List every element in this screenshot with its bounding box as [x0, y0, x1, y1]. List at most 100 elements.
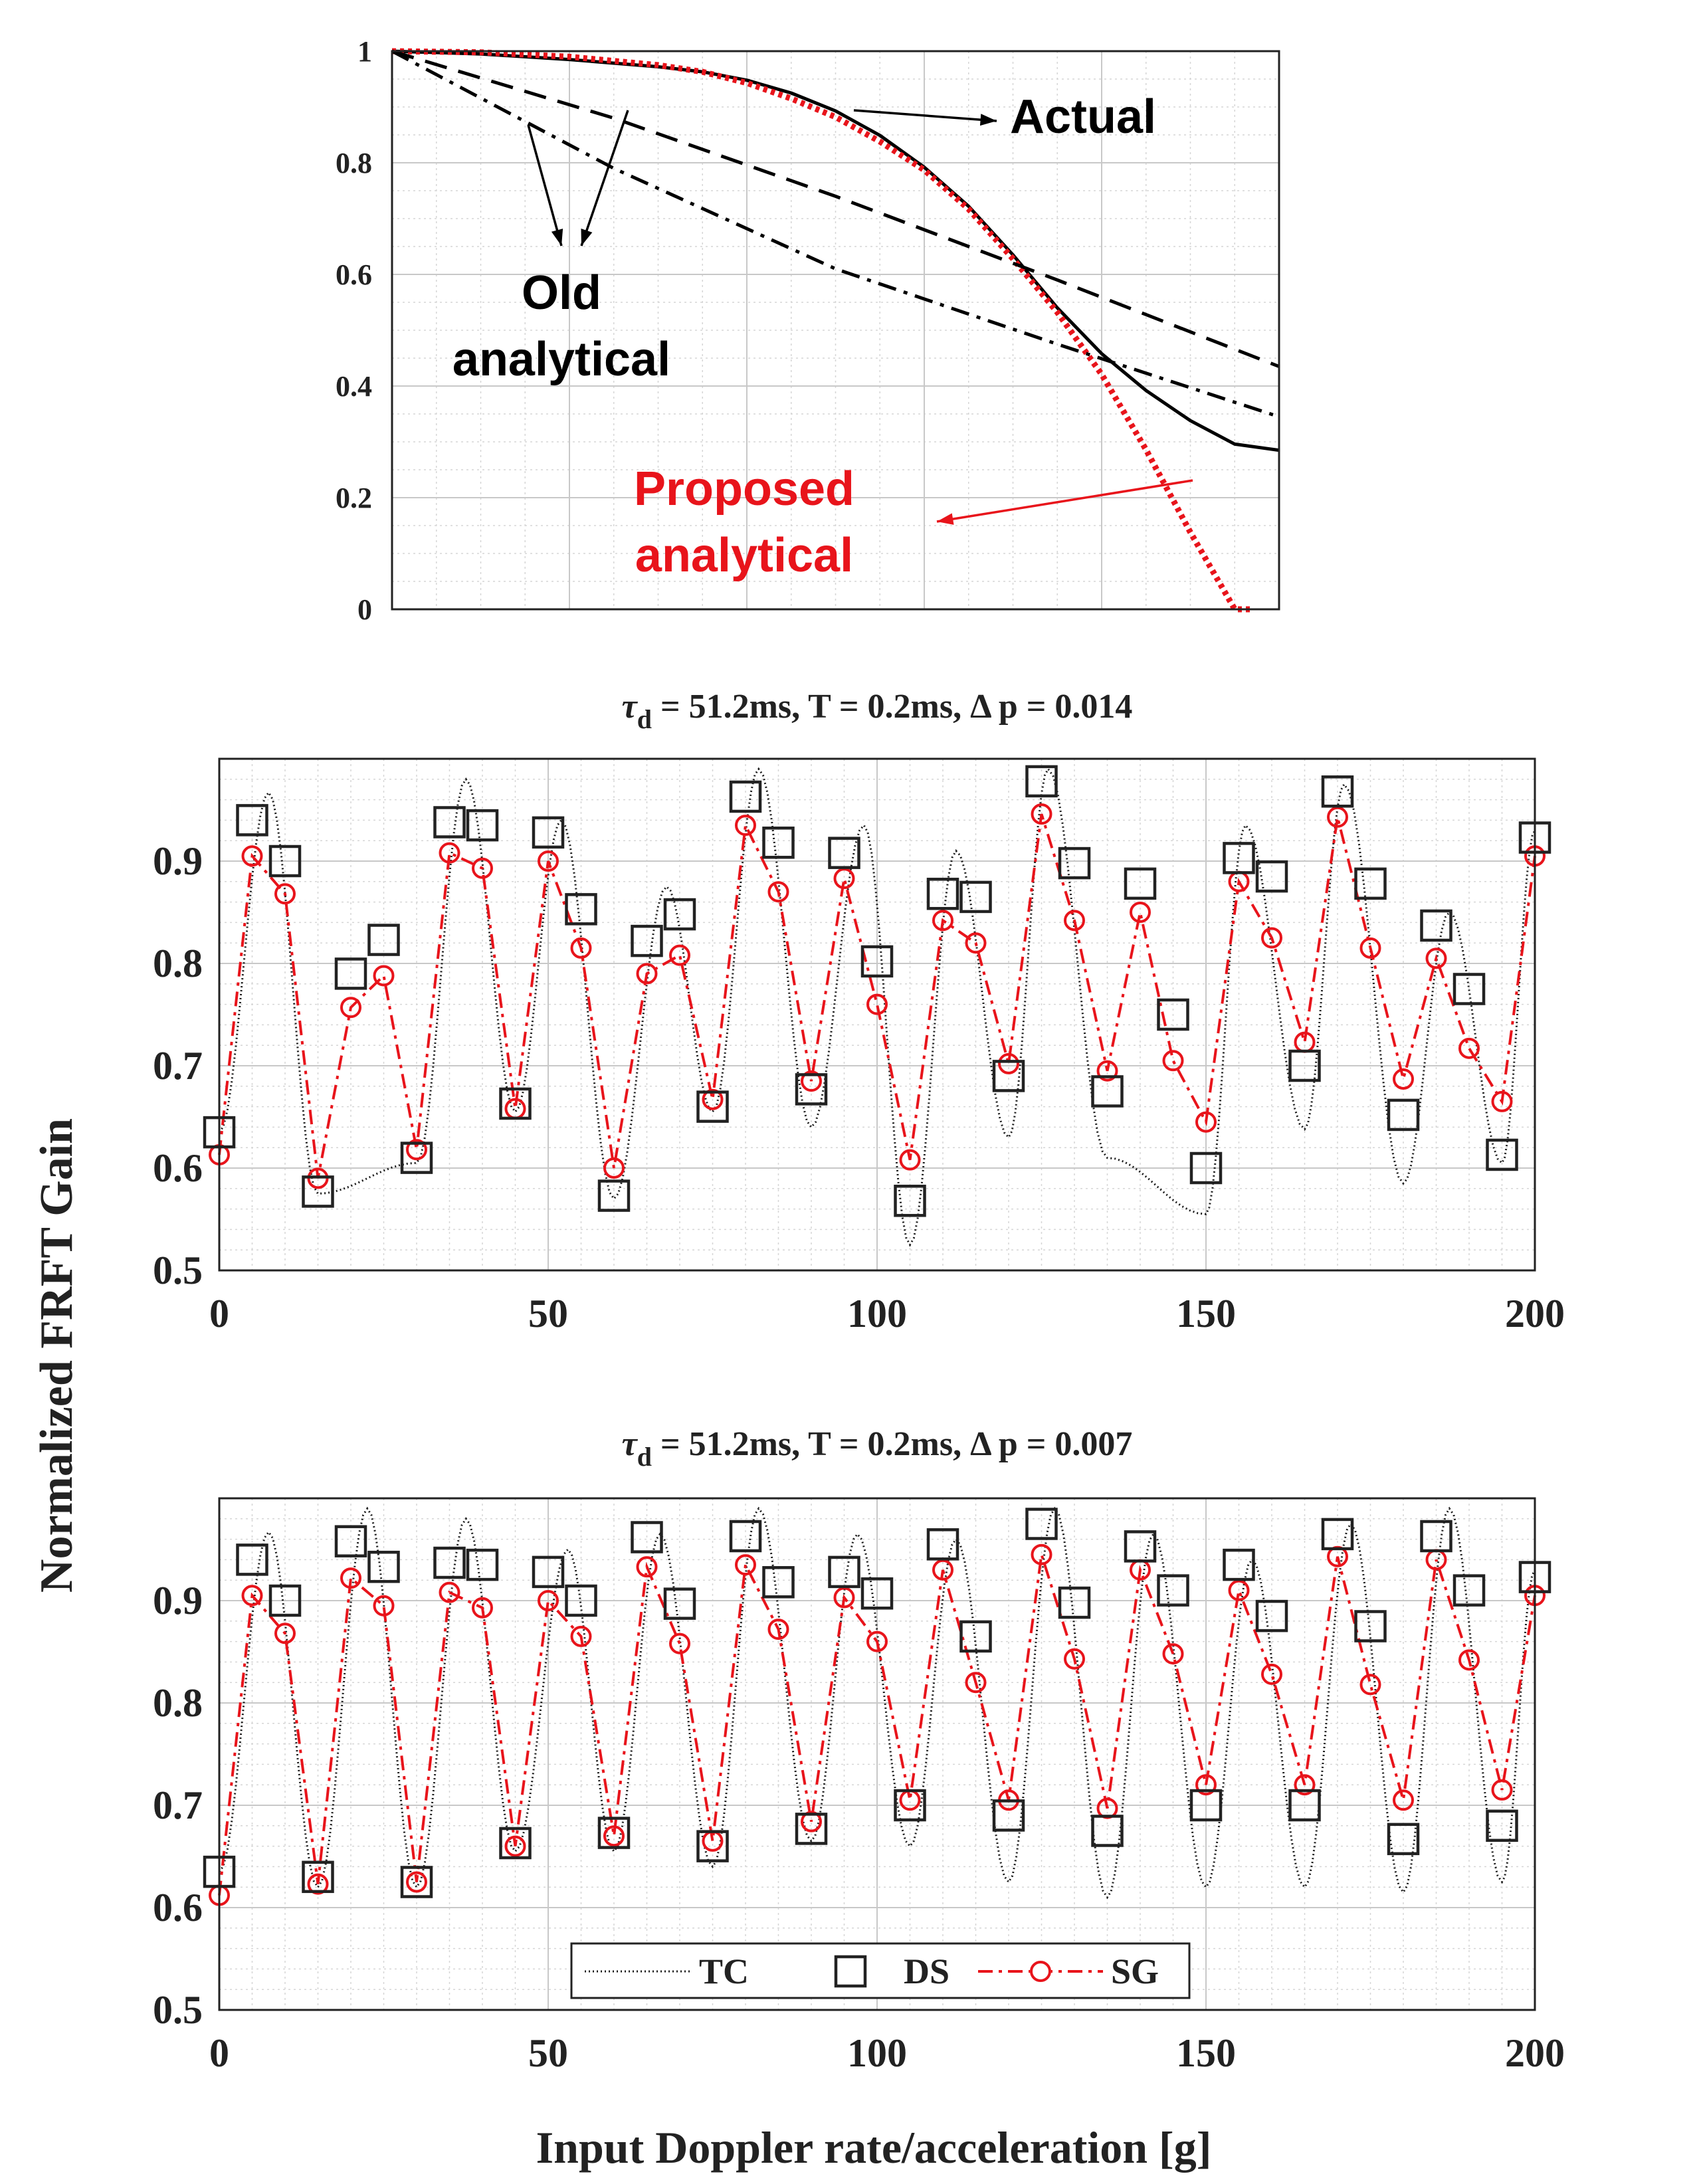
actual-arrow-head [979, 114, 997, 126]
sg-marker [1064, 1648, 1085, 1670]
legend-box [570, 1942, 1191, 1999]
annotation-proposed: Proposed [634, 462, 854, 516]
ds-marker [532, 816, 565, 849]
ds-marker [1255, 1599, 1288, 1633]
ds-marker [1157, 998, 1189, 1031]
ds-marker [1025, 765, 1058, 798]
plot-frame [391, 50, 1280, 611]
sg-marker [965, 932, 987, 954]
plot-frame [218, 757, 1536, 1272]
sg-marker [1359, 1674, 1381, 1696]
sg-marker [1162, 1050, 1184, 1072]
ds-marker [532, 1555, 565, 1589]
sg-marker [307, 1873, 329, 1895]
ds-marker [729, 1520, 762, 1553]
sg-marker [1491, 1779, 1513, 1801]
y-tick-label: 0 [357, 593, 372, 626]
sg-marker [801, 1070, 822, 1092]
ds-marker [1189, 1151, 1223, 1185]
sg-marker [1393, 1068, 1414, 1090]
sg-marker [735, 815, 756, 837]
sg-marker [439, 1581, 460, 1603]
legend-ds-label: DS [904, 1951, 949, 1991]
ds-marker [499, 1087, 532, 1120]
ds-marker [926, 878, 959, 910]
x-tick-label: 150 [1176, 2031, 1236, 2075]
ds-marker [663, 1587, 696, 1620]
ds-marker [1189, 1789, 1223, 1822]
old-arrow-1 [527, 124, 563, 247]
x-tick-label: 50 [528, 2031, 568, 2075]
x-tick-label: 200 [1505, 2031, 1565, 2075]
sg-marker [1031, 1543, 1052, 1565]
ds-marker [1091, 1075, 1124, 1108]
sg-marker [274, 883, 296, 905]
sg-marker [1031, 803, 1052, 825]
x-tick-label: 100 [847, 2031, 907, 2075]
ds-marker [334, 1525, 367, 1557]
sg-marker [472, 1597, 493, 1619]
ds-marker [1025, 1508, 1058, 1540]
ds-marker [1124, 1530, 1157, 1563]
ds-marker [466, 1548, 499, 1581]
sg-marker [1130, 902, 1151, 923]
ds-marker [565, 893, 597, 926]
ds-marker [992, 1799, 1025, 1832]
proposed-arrow-head [937, 513, 954, 525]
sg-marker [406, 1139, 427, 1161]
old-arrow-2-head [581, 229, 593, 246]
ds-marker [1321, 775, 1354, 808]
ds-marker [959, 1620, 992, 1653]
legend-tc-label: TC [699, 1951, 749, 1991]
ds-marker [367, 1550, 400, 1583]
ds-marker [1387, 1823, 1420, 1856]
proposed-arrow [936, 479, 1193, 523]
sg-marker [1228, 1579, 1250, 1601]
sg-marker [866, 1631, 888, 1652]
ds-marker [631, 1521, 663, 1553]
plot-frame [218, 1497, 1536, 2011]
x-tick-label: 0 [209, 1292, 229, 1336]
ds-marker [268, 844, 302, 878]
ds-marker [400, 1142, 433, 1174]
ds-marker [1387, 1098, 1420, 1132]
sg-marker [1425, 947, 1447, 969]
sg-marker [767, 881, 789, 903]
ds-marker [302, 1860, 334, 1894]
ds-marker [729, 780, 762, 813]
ds-marker [1058, 846, 1091, 880]
ds-marker [1157, 1574, 1189, 1607]
legend-ds-swatch [834, 1955, 867, 1988]
sg-marker [899, 1149, 921, 1171]
ds-marker [795, 1073, 828, 1106]
y-tick-label: 0.9 [153, 1579, 203, 1623]
y-tick-label: 0.7 [153, 1783, 203, 1827]
sg-marker [1294, 1774, 1316, 1796]
ds-marker [597, 1179, 631, 1212]
ds-marker [334, 957, 367, 990]
sg-marker [1491, 1090, 1513, 1112]
ds-marker [1452, 973, 1486, 1005]
ds-marker [1223, 842, 1255, 874]
sg-marker [833, 868, 855, 890]
y-tick-label: 0.5 [153, 1248, 203, 1292]
sg-marker [340, 997, 361, 1019]
ds-marker [1255, 860, 1288, 893]
sg-marker [439, 842, 460, 864]
x-tick-label: 200 [1505, 1292, 1565, 1336]
ds-marker [894, 1789, 926, 1822]
sg-marker [1096, 1060, 1118, 1082]
sg-marker [472, 857, 493, 879]
sg-marker [274, 1623, 296, 1644]
sg-marker [636, 1556, 658, 1578]
x-tick-label: 150 [1176, 1292, 1236, 1336]
y-tick-label: 0.5 [153, 1988, 203, 2032]
sg-marker [1261, 1663, 1282, 1685]
sg-marker [1261, 927, 1282, 949]
top-chart: 0 0.2 0.4 0.6 0.8 1 Actual Old analytical Propose… [336, 35, 1280, 626]
ds-marker [663, 898, 696, 931]
x-tick-label: 100 [847, 1292, 907, 1336]
y-tick-label: 0.8 [153, 942, 203, 985]
series-line-dotted [391, 48, 1252, 613]
sg-marker [636, 963, 658, 985]
